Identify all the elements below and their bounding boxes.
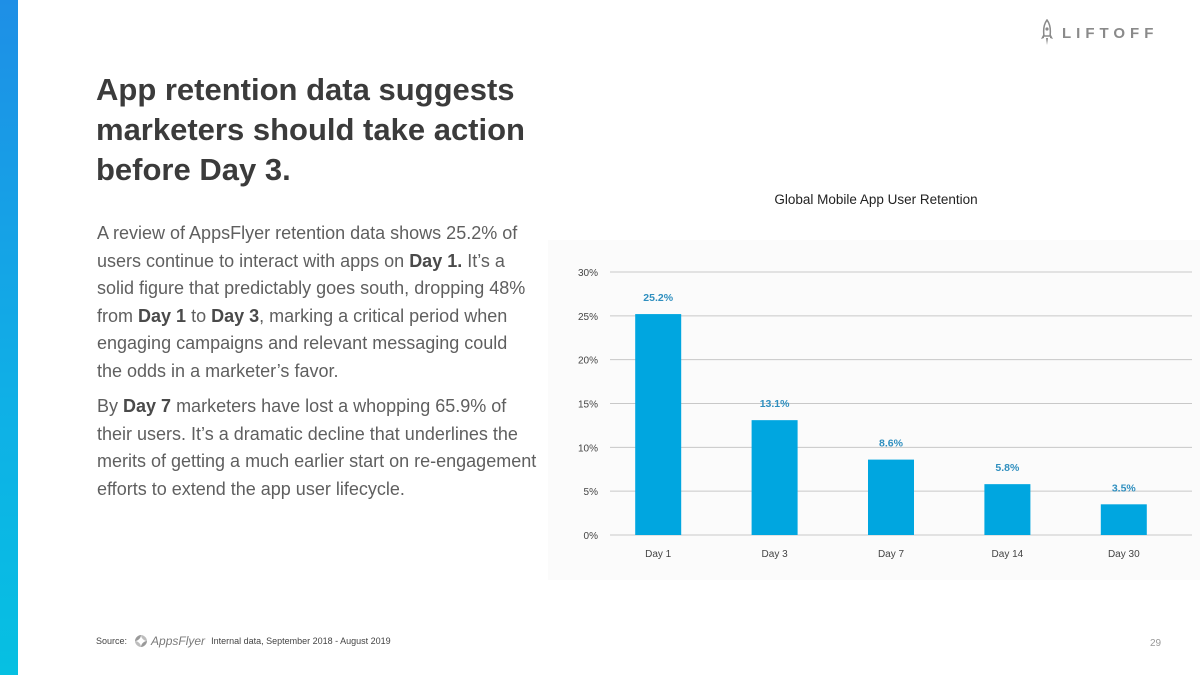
source-label: Source: bbox=[96, 636, 128, 646]
x-tick-label: Day 30 bbox=[1108, 549, 1140, 560]
page-number: 29 bbox=[1150, 638, 1162, 649]
body-run: marketers have lost a whopping 65.9% of … bbox=[97, 396, 537, 499]
body-run: By bbox=[97, 396, 124, 416]
body-run: , marking a critical period when engagin… bbox=[97, 305, 508, 381]
headline-line: before Day 3. bbox=[96, 152, 291, 187]
y-tick-label: 10% bbox=[578, 443, 598, 454]
bar bbox=[984, 484, 1031, 535]
data-label: 25.2% bbox=[643, 292, 673, 304]
logo-text: LIFTOFF bbox=[1062, 24, 1159, 42]
bar bbox=[1100, 504, 1147, 535]
y-tick-label: 0% bbox=[584, 531, 599, 542]
data-label: 13.1% bbox=[760, 398, 790, 410]
headline: App retention data suggests marketers sh… bbox=[96, 70, 566, 190]
x-tick-label: Day 3 bbox=[762, 549, 789, 560]
y-tick-label: 15% bbox=[578, 400, 598, 411]
body-emphasis: Day 7 bbox=[123, 396, 172, 416]
chart-svg: 0% 5% 10% 15% 20% 25% 30% 25.2% Day 1 13.1% Day 3 8… bbox=[578, 268, 1192, 560]
retention-chart: 0% 5% 10% 15% 20% 25% 30% 25.2% Day 1 13.1% Day 3 8… bbox=[548, 240, 1200, 580]
data-label: 8.6% bbox=[879, 438, 904, 450]
chart-title: Global Mobile App User Retention bbox=[774, 192, 978, 207]
x-tick-label: Day 7 bbox=[878, 549, 905, 560]
y-tick-label: 30% bbox=[578, 268, 598, 279]
body-paragraph-1: A review of AppsFlyer retention data sho… bbox=[97, 220, 537, 385]
bar bbox=[751, 420, 798, 535]
x-tick-label: Day 14 bbox=[992, 549, 1024, 560]
source-line: Source: AppsFlyer Internal data, Septemb… bbox=[96, 630, 391, 652]
body-run: A review of AppsFlyer retention data sho… bbox=[97, 223, 518, 271]
source-note: Internal data, September 2018 - August 2… bbox=[211, 636, 391, 646]
y-tick-label: 20% bbox=[578, 356, 598, 367]
data-label: 5.8% bbox=[995, 462, 1020, 474]
body-run: It’s a solid figure that predictably goe… bbox=[97, 250, 526, 326]
body-emphasis: Day 3 bbox=[211, 305, 260, 326]
body-text: A review of AppsFlyer retention data sho… bbox=[97, 220, 537, 511]
body-emphasis: Day 1. bbox=[409, 250, 463, 271]
body-paragraph-2: By Day 7 marketers have lost a whopping … bbox=[97, 393, 537, 503]
y-tick-label: 5% bbox=[584, 487, 599, 498]
appsflyer-logo-text: AppsFlyer bbox=[151, 634, 206, 648]
body-emphasis: Day 1 bbox=[138, 305, 187, 326]
rocket-icon bbox=[1041, 19, 1053, 45]
appsflyer-logo-icon bbox=[135, 635, 148, 647]
headline-line: App retention data suggests bbox=[96, 72, 515, 107]
accent-bar bbox=[0, 0, 18, 675]
appsflyer-logo: AppsFlyer bbox=[133, 633, 205, 649]
body-run: to bbox=[186, 305, 212, 326]
liftoff-logo: LIFTOFF bbox=[1040, 16, 1168, 50]
bar bbox=[635, 314, 682, 535]
x-tick-label: Day 1 bbox=[645, 549, 672, 560]
data-label: 3.5% bbox=[1112, 482, 1137, 494]
bar bbox=[868, 459, 914, 535]
headline-line: marketers should take action bbox=[96, 112, 525, 147]
y-tick-label: 25% bbox=[578, 312, 598, 323]
